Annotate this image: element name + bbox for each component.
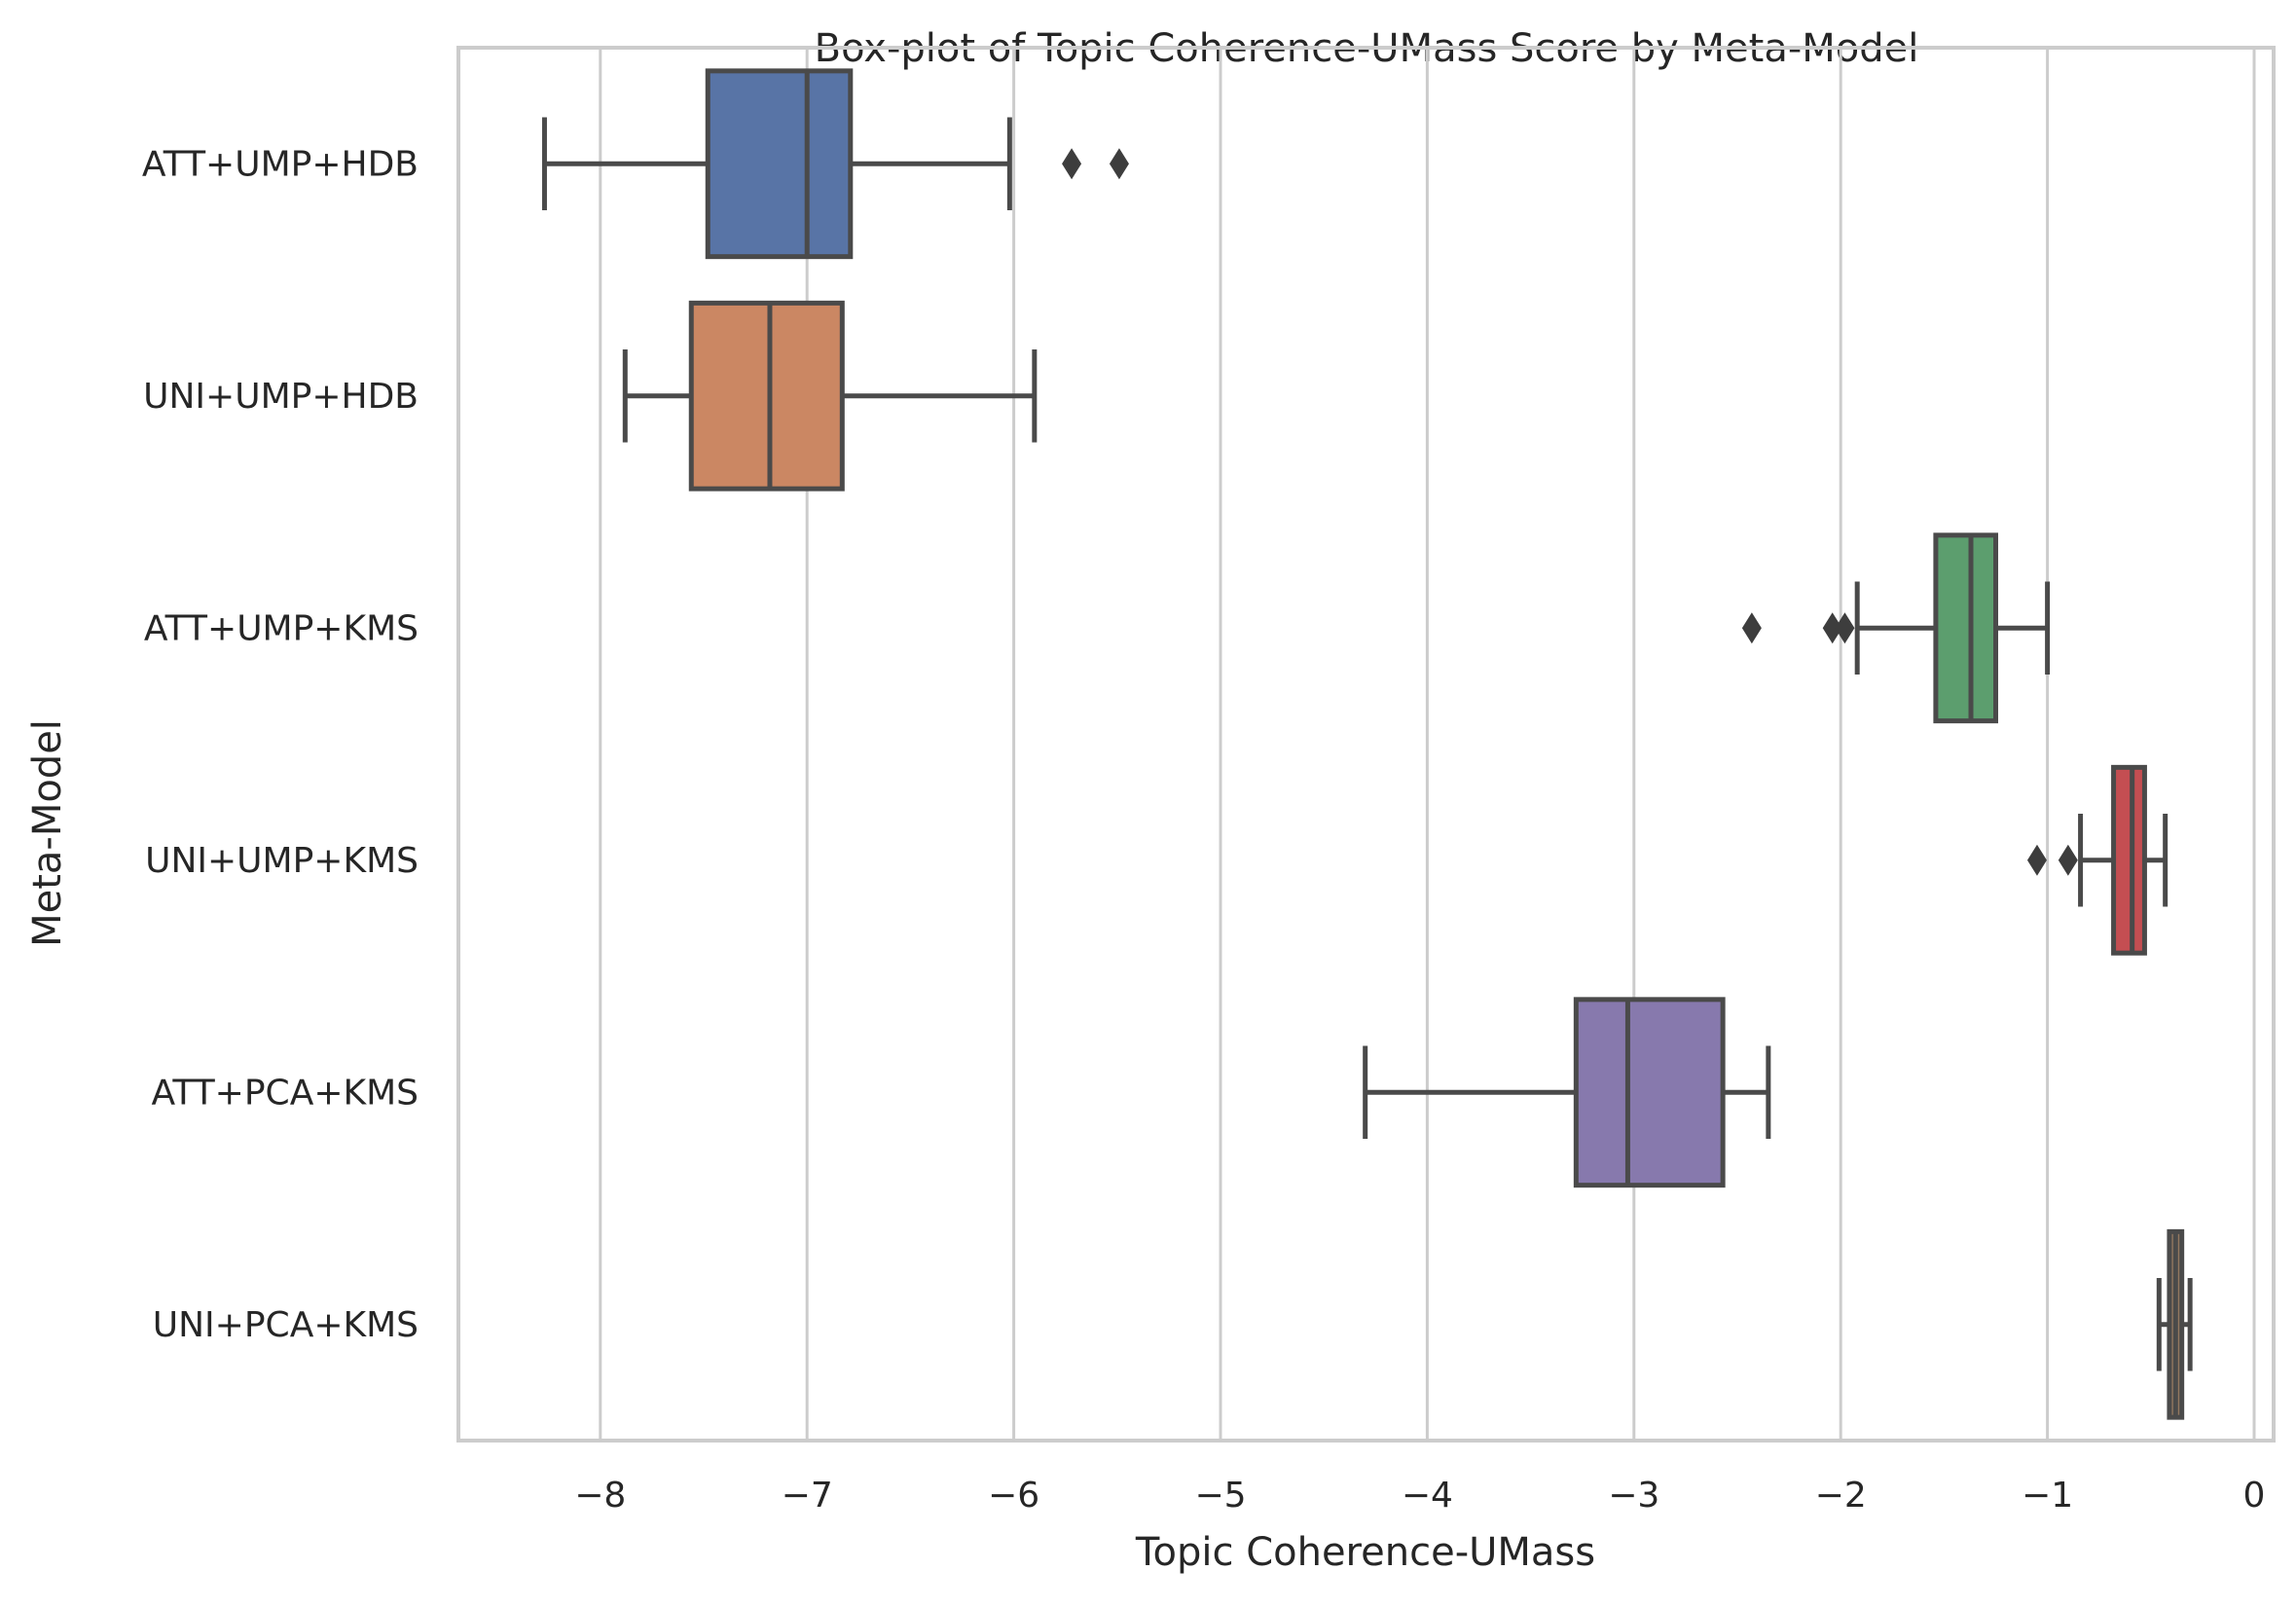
outlier-point (1741, 612, 1762, 644)
x-tick-label: −1 (2022, 1476, 2073, 1516)
outlier-point (2058, 844, 2078, 876)
outlier-point (1109, 148, 1129, 180)
x-axis-label: Topic Coherence-UMass (1135, 1530, 1595, 1575)
y-axis-label: Meta-Model (25, 719, 70, 947)
box-group (1363, 997, 1771, 1188)
x-tick-label: −4 (1402, 1476, 1453, 1516)
x-tick-label: −6 (988, 1476, 1039, 1516)
iqr-box (2111, 764, 2147, 956)
x-tick-labels: −8 −7 −6 −5 −4 −3 −2 −1 0 (574, 1476, 2265, 1516)
box-group (1741, 532, 2051, 724)
y-tick-labels: ATT+UMP+HDB UNI+UMP+HDB ATT+UMP+KMS UNI+UMP… (142, 144, 419, 1345)
iqr-box (1573, 997, 1726, 1188)
box-group (2026, 764, 2168, 956)
outlier-point (1822, 612, 1842, 644)
boxes (541, 68, 2193, 1420)
outlier-point (1062, 148, 1082, 180)
y-tick-label: UNI+UMP+KMS (145, 841, 419, 881)
x-tick-label: −2 (1815, 1476, 1867, 1516)
gridlines (599, 48, 2256, 1441)
x-tick-label: −3 (1608, 1476, 1659, 1516)
y-tick-label: UNI+UMP+HDB (143, 377, 419, 417)
plot-frame (456, 46, 2276, 1443)
x-tick-label: −8 (574, 1476, 626, 1516)
y-tick-label: ATT+UMP+KMS (144, 608, 419, 648)
box-group (2156, 1228, 2193, 1420)
box-group (622, 300, 1038, 492)
x-tick-label: −7 (782, 1476, 833, 1516)
iqr-box (1933, 532, 1999, 724)
x-tick-label: −5 (1194, 1476, 1246, 1516)
y-tick-label: UNI+PCA+KMS (153, 1305, 419, 1345)
outlier-point (2026, 844, 2047, 876)
x-tick-label: 0 (2243, 1476, 2266, 1516)
iqr-box (688, 300, 845, 492)
box-group (541, 68, 1129, 260)
iqr-box (705, 68, 854, 260)
y-tick-label: ATT+UMP+HDB (142, 144, 419, 184)
outlier-point (1835, 612, 1855, 644)
y-tick-label: ATT+PCA+KMS (152, 1073, 419, 1113)
